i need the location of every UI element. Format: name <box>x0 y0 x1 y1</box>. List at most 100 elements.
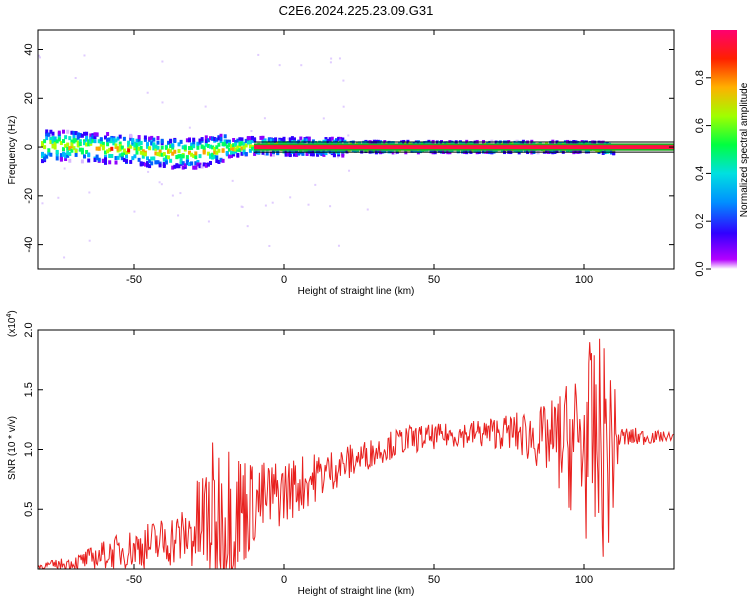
spectrogram-cell <box>290 136 294 141</box>
spectrogram-cell <box>555 149 559 154</box>
spectrogram-cell <box>146 142 149 147</box>
spectrogram-cell <box>605 149 609 154</box>
spectrogram-cell <box>444 141 448 146</box>
spectrogram-cell <box>324 139 328 144</box>
spectrogram-cell <box>66 129 70 134</box>
spectrogram-cell <box>219 136 223 141</box>
spectrogram-noise-point <box>268 244 271 247</box>
spectrogram-cell <box>437 141 441 146</box>
spectrogram-cell <box>141 149 145 154</box>
spectrogram-cell <box>236 147 240 152</box>
spectrogram-cell <box>146 161 149 166</box>
spectrogram-cell <box>211 145 215 150</box>
y-tick-label: -40 <box>23 237 35 253</box>
spectrogram-cell <box>158 149 162 154</box>
spectrogram-noise-point <box>83 54 86 57</box>
spectrogram-cell <box>87 142 91 147</box>
spectrogram-cell <box>137 141 141 146</box>
spectrogram-cell <box>53 136 57 141</box>
spectrogram-cell <box>217 159 221 164</box>
spectrogram-cell <box>221 141 225 146</box>
spectrogram-cell <box>148 159 152 164</box>
spectrogram-cell <box>232 137 236 142</box>
y-tick-label: 0 <box>23 144 35 150</box>
spectrogram-cell <box>150 156 154 161</box>
spectrogram-cell <box>85 137 89 142</box>
spectrogram-cell <box>488 140 492 145</box>
spectrogram-cell <box>127 148 131 153</box>
spectrogram-cell <box>110 146 114 151</box>
spectrogram-cell <box>127 140 131 145</box>
spectrogram-cell <box>192 137 196 142</box>
spectrogram-cell <box>286 152 290 157</box>
spectrogram-cell <box>120 152 124 157</box>
spectrogram-cell <box>148 146 152 151</box>
spectrogram-cell <box>211 152 215 157</box>
spectrogram-cell <box>202 162 206 167</box>
spectrogram-noise-point <box>171 194 174 197</box>
spectrogram-cell <box>118 134 122 139</box>
spectrogram-cell <box>414 148 418 153</box>
spectrogram-cell <box>188 146 191 151</box>
spectrogram-cell <box>177 142 181 147</box>
spectrogram-cell <box>232 143 236 148</box>
spectrogram-cell <box>167 140 170 145</box>
spectrogram-cell <box>152 142 156 147</box>
spectrogram-cell <box>204 135 208 140</box>
spectrogram-cell <box>141 154 145 159</box>
spectrogram-cell <box>141 151 145 156</box>
spectrogram-cell <box>64 157 68 162</box>
spectrogram-cell <box>234 147 238 152</box>
figure-title: C2E6.2024.225.23.09.G31 <box>279 3 434 18</box>
spectrogram-cell <box>87 158 91 163</box>
spectrogram-cell <box>238 137 242 142</box>
spectrogram-cell <box>47 148 51 153</box>
spectrogram-cell <box>110 139 114 144</box>
spectrogram-cell <box>93 157 97 162</box>
spectrogram-cell <box>43 139 47 144</box>
spectrogram-cell <box>156 136 160 141</box>
spectrogram-cell <box>49 137 53 142</box>
spectrogram-cell <box>78 147 82 152</box>
spectrogram-cell <box>284 141 288 146</box>
spectrogram-cell <box>221 158 225 163</box>
spectrogram-cell <box>83 154 86 159</box>
spectrogram-cell <box>305 138 309 143</box>
x-tick-label: 100 <box>575 574 593 586</box>
spectrogram-cell <box>143 162 147 167</box>
spectrogram-cell <box>440 140 443 145</box>
spectrogram-cell <box>51 131 55 136</box>
spectrogram-cell <box>158 152 162 157</box>
spectrogram-cell <box>57 137 61 142</box>
spectrogram-cell <box>133 154 137 159</box>
spectrogram-cell <box>51 144 55 149</box>
spectrogram-cell <box>89 136 93 141</box>
spectrogram-cell <box>217 136 221 141</box>
spectrogram-cell <box>330 136 334 141</box>
spectrogram-cell <box>196 141 200 146</box>
spectrogram-cell <box>515 148 519 153</box>
spectrogram-cell <box>238 141 242 146</box>
spectrogram-cell <box>135 150 139 155</box>
spectrogram-cell <box>215 150 219 155</box>
spectrogram-cell <box>171 151 175 156</box>
spectrogram-cell <box>97 157 101 162</box>
spectrogram-noise-point <box>161 101 164 104</box>
spectrogram-cell <box>104 150 107 155</box>
spectrogram-cell <box>45 132 49 137</box>
spectrogram-cell <box>612 151 616 156</box>
spectrogram-cell <box>211 136 215 141</box>
spectrogram-cell <box>175 154 179 159</box>
spectrogram-cell <box>215 158 219 163</box>
spectrogram-noise-point <box>337 156 340 159</box>
spectrogram-cell <box>423 141 427 146</box>
spectrogram-noise-point <box>337 244 340 247</box>
spectrogram-noise-point <box>38 56 41 59</box>
spectrogram-cell <box>162 157 166 162</box>
spectrogram-cell <box>570 148 574 153</box>
spectrogram-cell <box>101 146 105 151</box>
spectrogram-noise-point <box>241 206 244 209</box>
spectrogram-cell <box>51 136 55 141</box>
spectrogram-cell <box>341 137 345 142</box>
